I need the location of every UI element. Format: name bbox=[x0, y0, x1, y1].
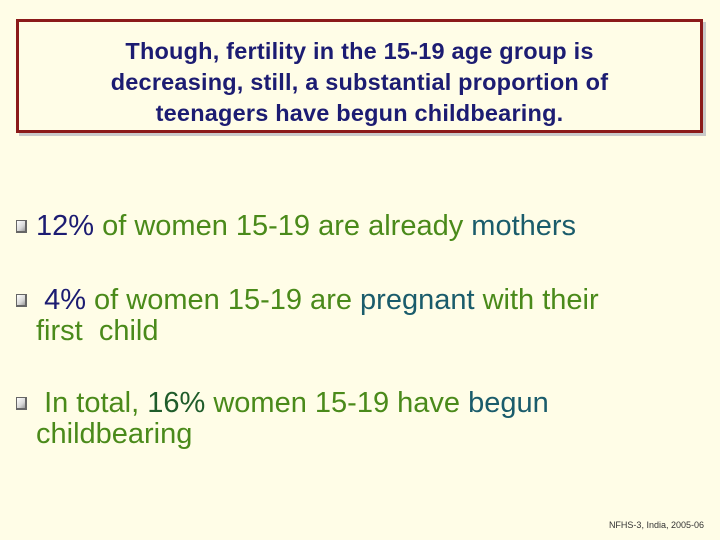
title-line-3: teenagers have begun childbearing. bbox=[155, 100, 564, 126]
bullet-1-mid: of women 15-19 are already bbox=[102, 210, 464, 242]
bullet-3-mid: women 15-19 have bbox=[213, 387, 461, 419]
title-box: Though, fertility in the 15-19 age group… bbox=[16, 19, 703, 133]
bullet-3-keyword: begun bbox=[468, 387, 549, 419]
bullet-marker-icon bbox=[16, 397, 27, 410]
bullet-1-text: 12% of women 15-19 are already mothers bbox=[36, 212, 576, 241]
bullet-2-stat: 4% bbox=[44, 284, 86, 316]
bullet-2-keyword: pregnant bbox=[360, 284, 475, 316]
bullet-1-keyword: mothers bbox=[471, 210, 577, 242]
bullet-3-text: In total, 16% women 15-19 have begun bbox=[36, 389, 549, 418]
slide-title: Though, fertility in the 15-19 age group… bbox=[19, 36, 700, 129]
title-line-2: decreasing, still, a substantial proport… bbox=[110, 69, 609, 95]
title-line-1: Though, fertility in the 15-19 age group… bbox=[125, 38, 594, 64]
bullet-3-line2: childbearing bbox=[36, 418, 193, 450]
bullet-3-lead: In total, bbox=[44, 387, 140, 419]
bullet-2-text: 4% of women 15-19 are pregnant with thei… bbox=[36, 286, 599, 315]
bullet-2-mid: of women 15-19 are bbox=[94, 284, 352, 316]
source-footnote: NFHS-3, India, 2005-06 bbox=[608, 520, 704, 530]
bullet-1-stat: 12% bbox=[36, 210, 95, 242]
bullet-2-tail: with their bbox=[482, 284, 599, 316]
bullet-3-stat: 16% bbox=[147, 387, 206, 419]
bullet-marker-icon bbox=[16, 220, 27, 233]
bullet-marker-icon bbox=[16, 294, 27, 307]
bullet-2-line2: first child bbox=[36, 315, 159, 347]
